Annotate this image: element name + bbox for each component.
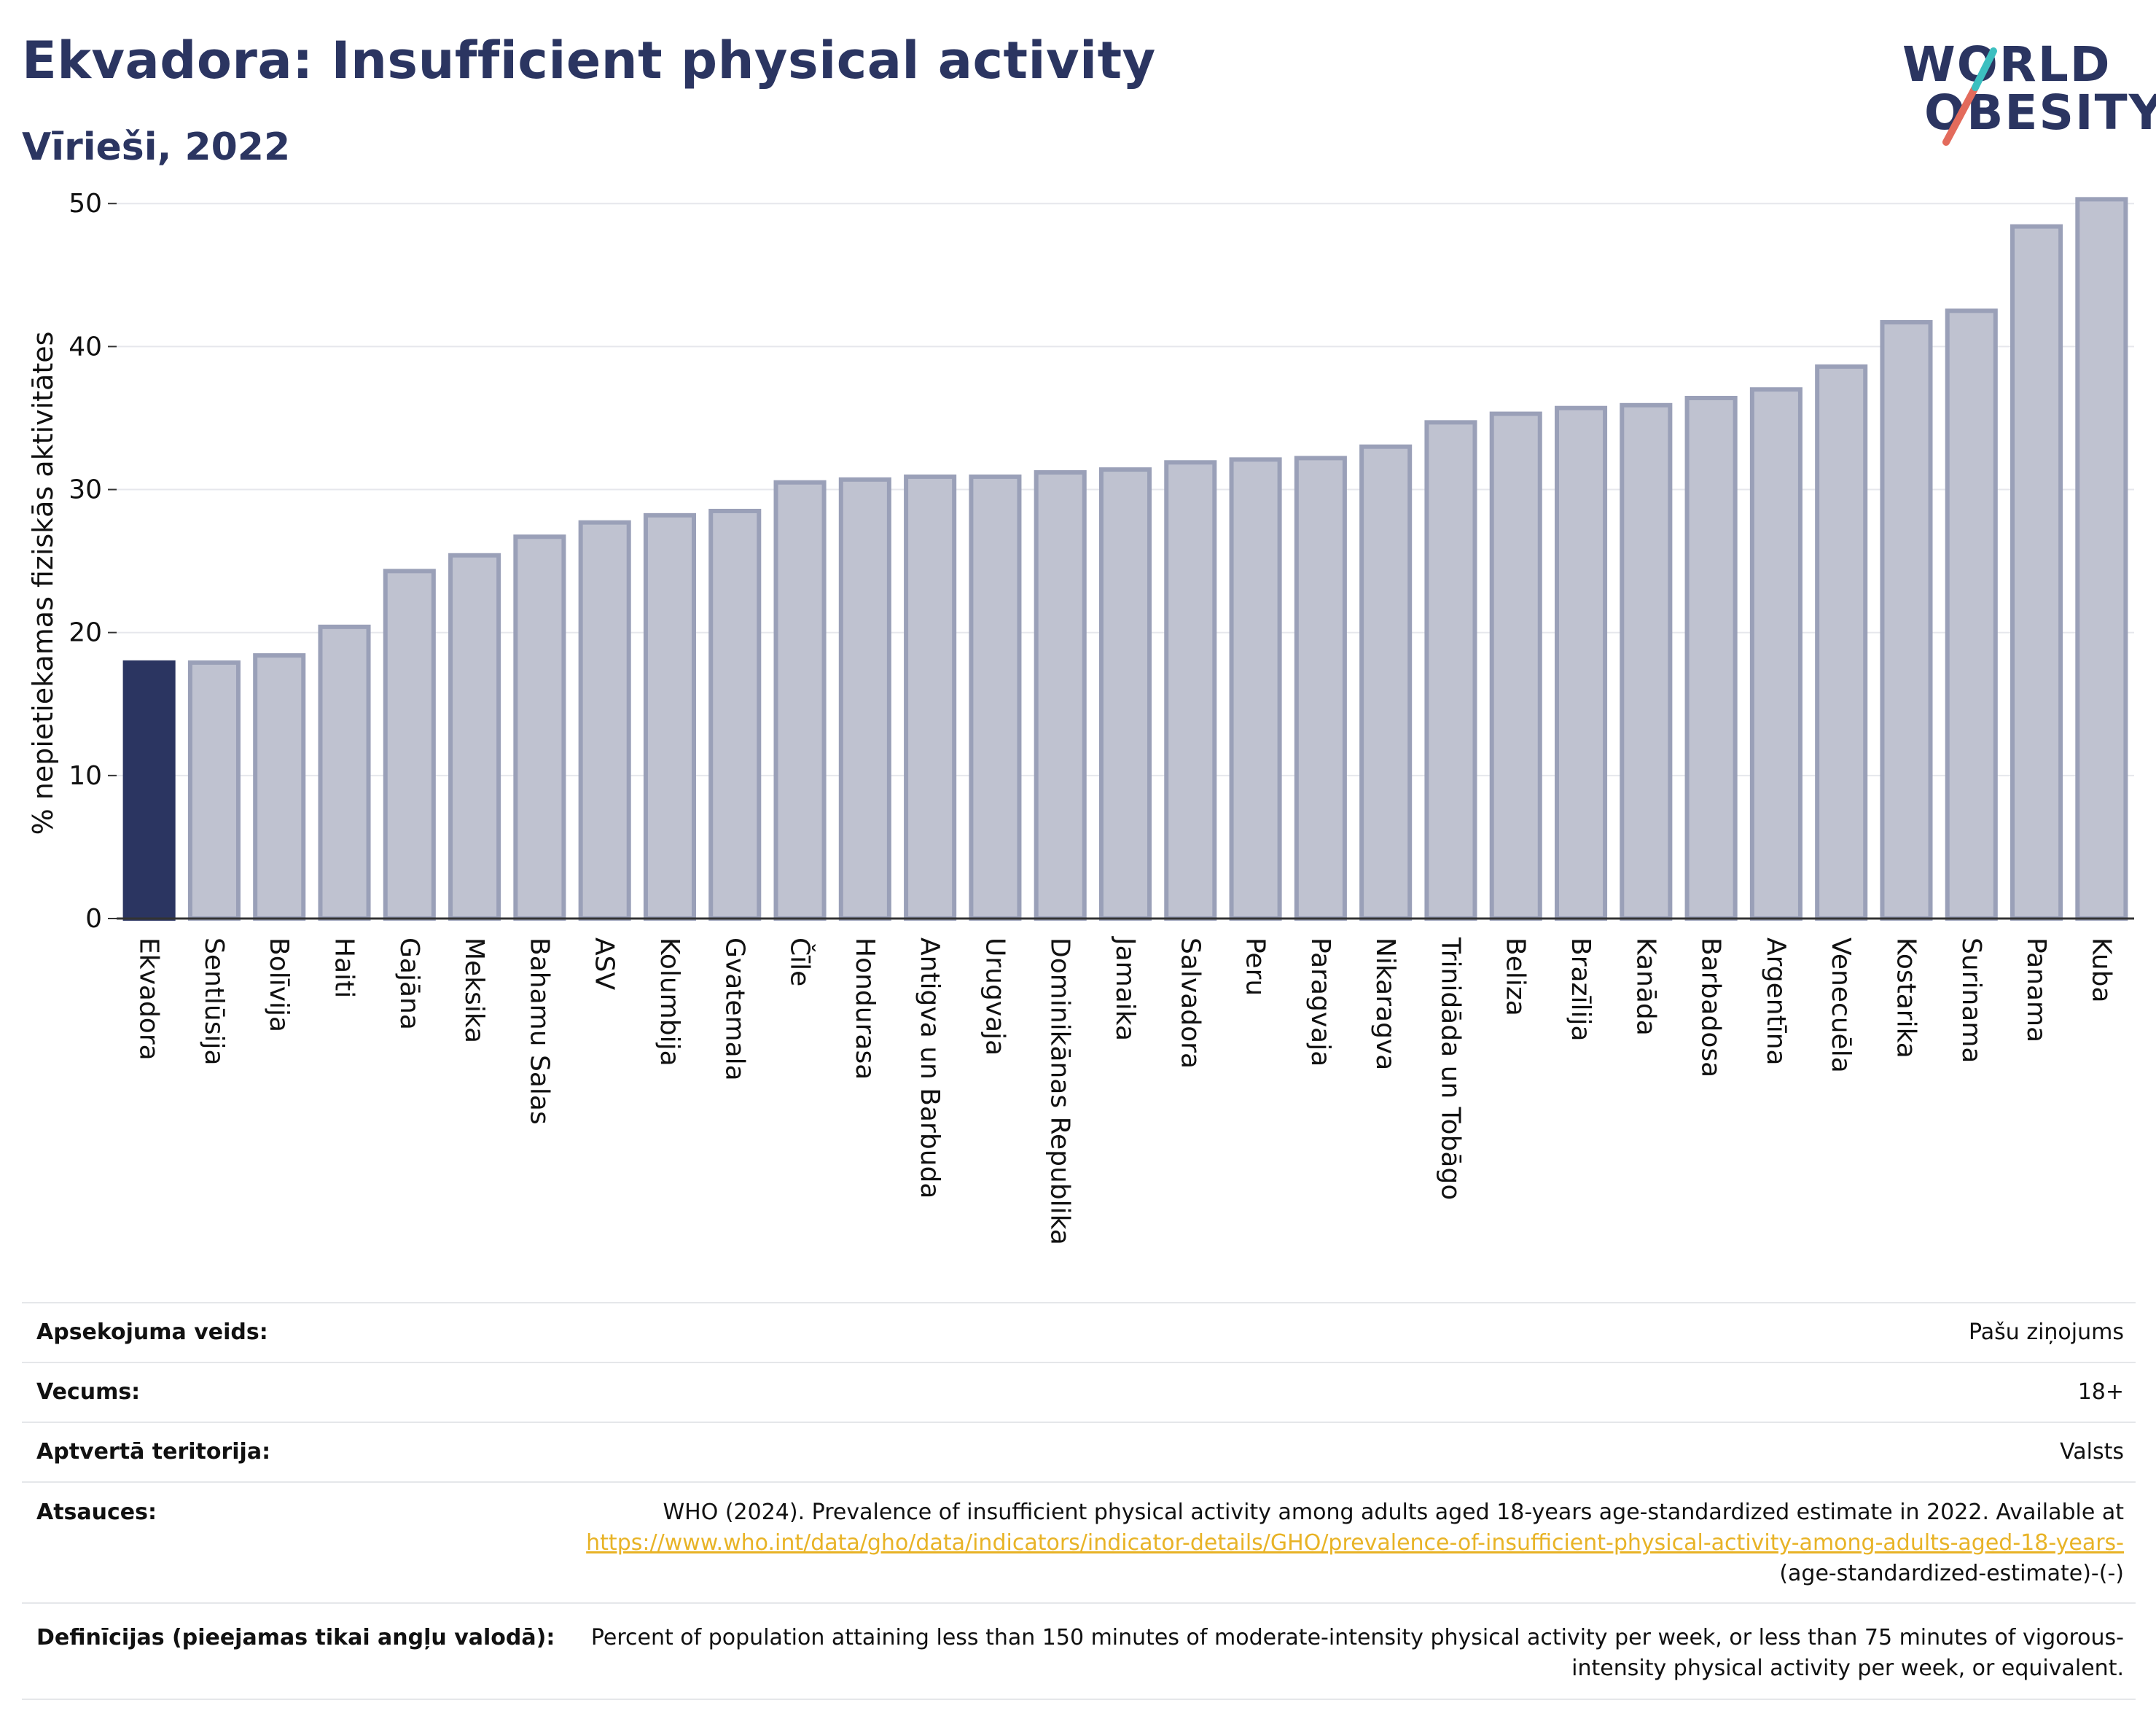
bar: [1424, 420, 1477, 921]
x-tick-label: Kolumbija: [655, 937, 684, 1067]
bar: [1229, 457, 1282, 921]
meta-label: Definīcijas (pieejamas tikai angļu valod…: [36, 1625, 555, 1650]
x-tick-label: Kuba: [2086, 937, 2116, 1003]
x-tick-label: Argentīna: [1761, 937, 1791, 1066]
x-tick-label: Urugvaja: [980, 937, 1009, 1056]
bar: [643, 512, 697, 921]
reference-link[interactable]: https://www.who.int/data/gho/data/indica…: [586, 1530, 2124, 1556]
bar: [1294, 456, 1347, 921]
x-tick-label: ASV: [590, 937, 620, 990]
x-tick-label: Barbadosa: [1696, 937, 1726, 1077]
meta-row-coverage: Aptvertā teritorija: Valsts: [22, 1422, 2136, 1481]
x-tick-label: Salvadora: [1175, 937, 1205, 1069]
x-tick-label: Antigva un Barbuda: [915, 937, 945, 1198]
bar: [838, 477, 891, 921]
bar: [2010, 224, 2063, 921]
meta-row-definitions: Definīcijas (pieejamas tikai angļu valod…: [22, 1602, 2136, 1700]
bar: [1684, 396, 1738, 921]
bar: [2075, 197, 2128, 921]
meta-value: Valsts: [2060, 1439, 2124, 1465]
meta-value: Pašu ziņojums: [1969, 1319, 2124, 1345]
bar: [253, 653, 306, 921]
x-tick-label: Ekvadora: [134, 937, 164, 1061]
bar: [448, 553, 501, 921]
x-tick-label: Trinidāda un Tobāgo: [1435, 937, 1465, 1200]
y-axis-label: % nepietiekamas fiziskās aktivitātes: [27, 332, 59, 835]
bar: [1620, 402, 1673, 921]
x-tick-label: Bahamu Salas: [524, 937, 554, 1125]
x-tick-label: Meksika: [459, 937, 489, 1043]
x-tick-label: Kanāda: [1630, 937, 1660, 1036]
meta-value: 18+: [2077, 1379, 2124, 1405]
bar: [122, 660, 176, 921]
bar: [1815, 364, 1868, 921]
meta-label: Vecums:: [36, 1379, 141, 1405]
meta-row-age: Vecums: 18+: [22, 1362, 2136, 1422]
meta-label: Apsekojuma veids:: [36, 1319, 268, 1345]
bar: [773, 480, 827, 921]
reference-text: WHO (2024). Prevalence of insufficient p…: [663, 1500, 2124, 1525]
bar: [1945, 308, 1998, 921]
bar: [318, 624, 371, 921]
bar: [1034, 470, 1087, 921]
y-tick-label: 40: [69, 332, 102, 362]
x-tick-label: Nikaragva: [1370, 937, 1400, 1070]
bar: [969, 474, 1022, 921]
x-tick-label: Sentlūsija: [199, 937, 229, 1066]
x-tick-label: Gajāna: [394, 937, 424, 1030]
logo-slash-icon: [1942, 47, 1997, 146]
bar: [1554, 405, 1608, 921]
bar: [187, 660, 241, 921]
bar: [904, 474, 957, 921]
bar: [1880, 320, 1933, 921]
y-tick-label: 30: [69, 475, 102, 505]
metadata-table: Apsekojuma veids: Pašu ziņojums Vecums: …: [22, 1302, 2136, 1700]
x-tick-label: Panama: [2021, 937, 2051, 1042]
bar: [1164, 460, 1217, 921]
x-tick-label: Jamaika: [1110, 936, 1140, 1041]
world-obesity-logo: WORLD OBESITY: [1902, 22, 2156, 153]
bar-chart: 0 10 20 30 40 50 % nepietiekamas fiziskās akti…: [27, 189, 2134, 1245]
x-tick-label: Venecuēla: [1826, 937, 1856, 1073]
x-tick-label: Čīle: [785, 937, 816, 986]
x-tick-label: Kostarika: [1891, 937, 1921, 1058]
meta-label: Aptvertā teritorija:: [36, 1439, 271, 1465]
bar: [1489, 411, 1542, 921]
bar: [383, 569, 436, 921]
y-tick-label: 0: [85, 904, 102, 934]
meta-row-survey: Apsekojuma veids: Pašu ziņojums: [22, 1302, 2136, 1362]
x-tick-label: Hondurasa: [850, 937, 880, 1080]
chart-subtitle: Vīrieši, 2022: [22, 125, 291, 169]
x-tick-label: Brazīlija: [1566, 937, 1595, 1042]
bar: [1359, 444, 1413, 921]
bar: [513, 534, 566, 921]
reference-suffix: (age-standardized-estimate)-(-): [1779, 1561, 2124, 1586]
meta-value: WHO (2024). Prevalence of insufficient p…: [557, 1497, 2136, 1589]
bar: [1749, 387, 1802, 921]
meta-value: Percent of population attaining less tha…: [590, 1625, 2124, 1681]
bar: [708, 508, 762, 921]
bar: [1098, 467, 1152, 921]
y-tick-label: 50: [69, 189, 102, 219]
x-tick-label: Surinama: [1956, 937, 1986, 1063]
bar: [578, 520, 631, 921]
meta-label: Atsauces:: [36, 1500, 157, 1525]
meta-row-references: Atsauces: WHO (2024). Prevalence of insu…: [22, 1481, 2136, 1602]
chart-title: Ekvadora: Insufficient physical activity: [22, 31, 1156, 90]
x-tick-label: Bolīvija: [264, 937, 294, 1032]
x-tick-label: Dominikānas Republika: [1045, 937, 1075, 1245]
y-tick-label: 10: [69, 761, 102, 791]
x-tick-label: Gvatemala: [719, 937, 749, 1081]
logo-line-1: WORLD: [1902, 36, 2112, 93]
x-tick-label: Peru: [1241, 937, 1270, 996]
x-tick-label: Beliza: [1501, 937, 1531, 1016]
x-tick-label: Paragvaja: [1305, 937, 1335, 1067]
x-tick-label: Haiti: [329, 937, 359, 998]
y-tick-label: 20: [69, 618, 102, 648]
